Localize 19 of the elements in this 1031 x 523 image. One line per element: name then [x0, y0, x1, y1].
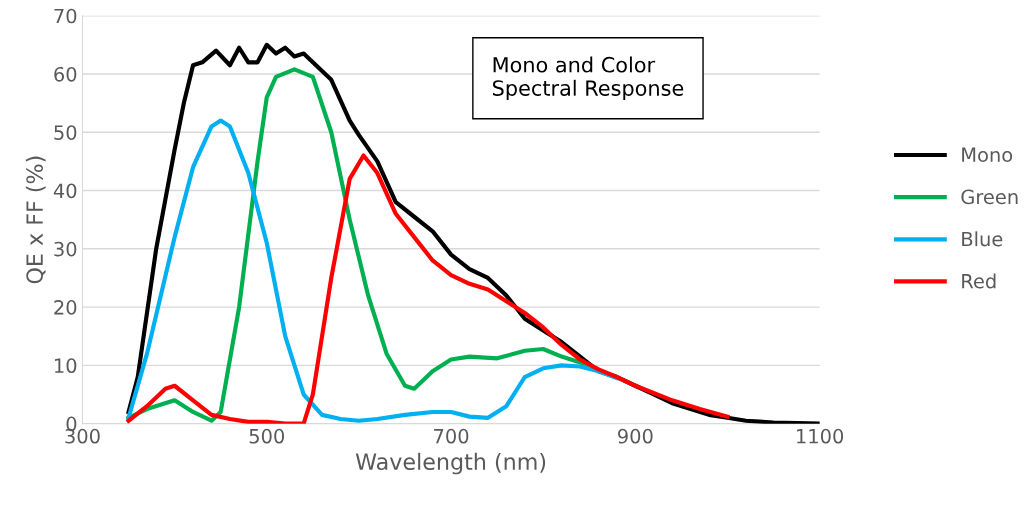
legend-label: Green — [961, 189, 1018, 205]
y-tick-label: 10 — [55, 358, 77, 374]
y-tick-label: 30 — [54, 241, 77, 257]
x-axis-title: Wavelength (nm) — [355, 452, 546, 475]
y-tick-label: 70 — [54, 8, 77, 24]
legend-label: Red — [962, 273, 996, 289]
x-tick-label: 1100 — [797, 428, 844, 444]
y-tick-label: 60 — [54, 66, 77, 82]
x-tick-label: 700 — [434, 428, 469, 444]
annotation: Mono and Color Spectral Response — [492, 56, 684, 100]
y-tick-label: 20 — [54, 300, 77, 315]
y-tick-label: 50 — [54, 125, 77, 140]
legend-label: Blue — [962, 231, 1003, 247]
x-tick-label: 500 — [249, 428, 285, 444]
line-series — [126, 153, 730, 424]
y-axis-title: QE x FF (%) — [25, 156, 46, 284]
y-tick-label: 40 — [53, 183, 77, 199]
x-tick-label: 900 — [618, 428, 653, 444]
legend-label: Mono — [962, 147, 1013, 163]
